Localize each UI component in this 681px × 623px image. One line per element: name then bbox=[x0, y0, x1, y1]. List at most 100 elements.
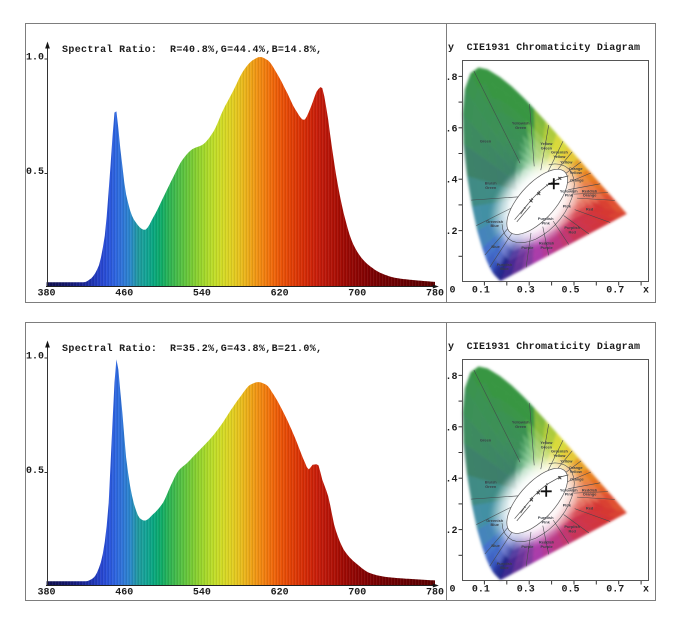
svg-text:1.0: 1.0 bbox=[26, 352, 44, 363]
svg-text:620: 620 bbox=[271, 288, 289, 299]
svg-text:380: 380 bbox=[37, 288, 55, 299]
svg-text:540: 540 bbox=[193, 288, 211, 299]
svg-text:Orange: Orange bbox=[569, 166, 583, 171]
svg-text:Green: Green bbox=[541, 145, 553, 150]
svg-text:.6: .6 bbox=[445, 124, 457, 135]
svg-text:540: 540 bbox=[193, 587, 211, 598]
svg-text:780: 780 bbox=[426, 288, 444, 299]
svg-text:Yellow: Yellow bbox=[540, 440, 553, 445]
svg-text:Orange: Orange bbox=[570, 178, 584, 183]
svg-text:Purplish: Purplish bbox=[564, 524, 580, 529]
svg-text:Pink: Pink bbox=[542, 520, 551, 525]
svg-text:Red: Red bbox=[586, 506, 594, 511]
svg-text:.4: .4 bbox=[445, 176, 457, 187]
svg-text:460: 460 bbox=[115, 288, 133, 299]
svg-text:Purplish: Purplish bbox=[497, 561, 513, 566]
svg-text:0: 0 bbox=[449, 286, 455, 297]
svg-text:700: 700 bbox=[348, 587, 366, 598]
svg-text:Yellowish: Yellowish bbox=[560, 487, 578, 492]
svg-text:Greenish: Greenish bbox=[551, 449, 568, 454]
svg-text:Pink: Pink bbox=[565, 193, 574, 198]
svg-text:Yellow: Yellow bbox=[553, 154, 566, 159]
svg-text:Blue: Blue bbox=[491, 244, 500, 249]
svg-text:Green: Green bbox=[480, 438, 492, 443]
svg-text:.6: .6 bbox=[445, 423, 457, 434]
svg-text:Spectral Ratio: R=35.2%,G=43.: Spectral Ratio: R=35.2%,G=43.8%,B=21.0%, bbox=[62, 343, 322, 355]
svg-text:0.1: 0.1 bbox=[472, 585, 490, 596]
svg-text:Blue: Blue bbox=[490, 522, 499, 527]
svg-text:Greenish: Greenish bbox=[486, 518, 503, 523]
svg-text:Yellow: Yellow bbox=[570, 469, 583, 474]
svg-text:Green: Green bbox=[480, 139, 492, 144]
svg-text:Reddish: Reddish bbox=[582, 487, 598, 492]
svg-text:Green: Green bbox=[485, 185, 497, 190]
svg-text:700: 700 bbox=[348, 288, 366, 299]
svg-text:0.5: 0.5 bbox=[561, 286, 579, 297]
svg-text:380: 380 bbox=[37, 587, 55, 598]
svg-text:Bluish: Bluish bbox=[485, 181, 498, 186]
svg-text:Yellowish: Yellowish bbox=[560, 188, 578, 193]
svg-text:Blue: Blue bbox=[500, 266, 509, 271]
svg-text:Red: Red bbox=[569, 230, 577, 235]
svg-text:Purple: Purple bbox=[541, 245, 554, 250]
svg-text:.4: .4 bbox=[445, 475, 457, 486]
svg-text:Reddish: Reddish bbox=[582, 188, 598, 193]
svg-text:Yellowish: Yellowish bbox=[512, 121, 530, 126]
svg-text:0.3: 0.3 bbox=[517, 585, 535, 596]
svg-text:Yellow: Yellow bbox=[553, 453, 566, 458]
svg-text:Orange: Orange bbox=[569, 465, 583, 470]
svg-text:Green: Green bbox=[485, 484, 497, 489]
svg-text:0.5: 0.5 bbox=[561, 585, 579, 596]
svg-text:Purplish: Purplish bbox=[564, 225, 580, 230]
svg-text:.2: .2 bbox=[445, 227, 457, 238]
svg-text:Yellow: Yellow bbox=[560, 160, 573, 165]
svg-text:0.1: 0.1 bbox=[472, 286, 490, 297]
svg-text:Yellow: Yellow bbox=[540, 141, 553, 146]
svg-text:Green: Green bbox=[541, 444, 553, 449]
svg-text:Purple: Purple bbox=[521, 544, 534, 549]
svg-text:Reddish: Reddish bbox=[539, 540, 555, 545]
svg-text:Greenish: Greenish bbox=[551, 150, 568, 155]
svg-text:Blue: Blue bbox=[490, 223, 499, 228]
svg-text:Pink: Pink bbox=[565, 492, 574, 497]
svg-text:Purple: Purple bbox=[521, 245, 534, 250]
svg-text:Red: Red bbox=[569, 529, 577, 534]
svg-text:Purple: Purple bbox=[541, 544, 554, 549]
svg-text:460: 460 bbox=[115, 587, 133, 598]
svg-text:Pink: Pink bbox=[563, 503, 572, 508]
svg-text:Orange: Orange bbox=[570, 477, 584, 482]
svg-text:Orange: Orange bbox=[583, 193, 597, 198]
svg-text:y CIE1931 Chromaticity Diagra: y CIE1931 Chromaticity Diagram bbox=[448, 341, 640, 353]
svg-text:Yellowish: Yellowish bbox=[512, 420, 530, 425]
svg-text:.8: .8 bbox=[445, 372, 457, 383]
svg-text:780: 780 bbox=[426, 587, 444, 598]
svg-text:0.7: 0.7 bbox=[606, 585, 624, 596]
svg-text:x: x bbox=[643, 585, 649, 596]
svg-text:1.0: 1.0 bbox=[26, 53, 44, 64]
svg-text:Purplish: Purplish bbox=[538, 515, 554, 520]
svg-text:0.3: 0.3 bbox=[517, 286, 535, 297]
svg-text:y CIE1931 Chromaticity Diagra: y CIE1931 Chromaticity Diagram bbox=[448, 42, 640, 54]
svg-text:Red: Red bbox=[586, 207, 594, 212]
svg-text:Orange: Orange bbox=[583, 492, 597, 497]
svg-text:Pink: Pink bbox=[542, 221, 551, 226]
svg-text:0.5: 0.5 bbox=[26, 167, 44, 178]
svg-text:Pink: Pink bbox=[563, 204, 572, 209]
svg-text:Green: Green bbox=[515, 125, 527, 130]
svg-text:0.7: 0.7 bbox=[606, 286, 624, 297]
svg-text:Purplish: Purplish bbox=[538, 216, 554, 221]
svg-text:Yellow: Yellow bbox=[560, 459, 573, 464]
svg-text:Greenish: Greenish bbox=[486, 219, 503, 224]
svg-text:Blue: Blue bbox=[500, 565, 509, 570]
svg-text:620: 620 bbox=[271, 587, 289, 598]
svg-text:Bluish: Bluish bbox=[485, 480, 498, 485]
svg-text:.8: .8 bbox=[445, 73, 457, 84]
svg-text:Spectral Ratio: R=40.8%,G=44.: Spectral Ratio: R=40.8%,G=44.4%,B=14.8%, bbox=[62, 44, 322, 56]
svg-text:Blue: Blue bbox=[491, 543, 500, 548]
svg-text:.2: .2 bbox=[445, 526, 457, 537]
svg-text:Yellow: Yellow bbox=[570, 170, 583, 175]
svg-text:0.5: 0.5 bbox=[26, 466, 44, 477]
svg-text:x: x bbox=[643, 286, 649, 297]
svg-text:0: 0 bbox=[449, 585, 455, 596]
svg-text:Purplish: Purplish bbox=[497, 262, 513, 267]
